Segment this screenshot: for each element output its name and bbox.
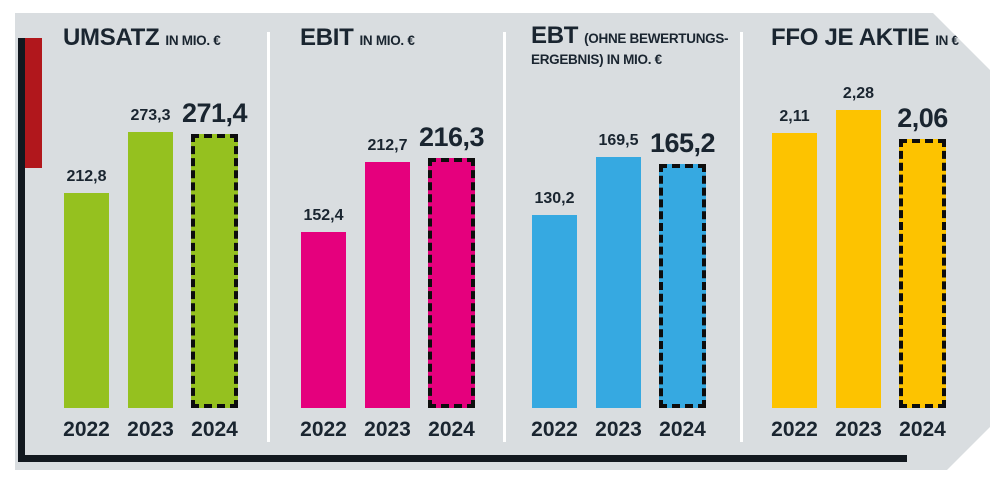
- panel-ebt: EBT (OHNE BEWERTUNGS-ERGEBNIS) IN MIO. € …: [531, 13, 743, 470]
- panel-divider: [740, 32, 743, 442]
- bar-2023: [365, 162, 410, 408]
- year-label: 2023: [364, 418, 411, 441]
- panel-ffo-je-aktie: FFO JE AKTIE IN € 2,11 2022 2,28 2023 2,06 202…: [771, 13, 983, 470]
- bar-chart: 152,4 2022 212,7 2023 216,3 2024: [300, 124, 485, 441]
- bar-2022: [64, 193, 109, 408]
- bar-chart: 2,11 2022 2,28 2023 2,06 2024: [771, 85, 948, 441]
- year-label: 2023: [127, 418, 174, 441]
- panel-divider: [267, 32, 270, 442]
- bar-value-label: 212,7: [367, 137, 408, 154]
- year-label: 2023: [595, 418, 642, 441]
- bar-value-label: 2,06: [897, 103, 948, 133]
- bar-value-label: 130,2: [534, 190, 575, 207]
- year-label: 2022: [531, 418, 578, 441]
- year-label: 2023: [835, 418, 882, 441]
- bar-value-label: 152,4: [303, 207, 344, 224]
- bar-group-2022: 212,8 2022: [63, 168, 110, 441]
- bar-chart: 130,2 2022 169,5 2023 165,2 2024: [531, 130, 716, 441]
- bar-2023: [836, 110, 881, 408]
- x-axis-line: [18, 455, 907, 462]
- panel-divider: [503, 32, 506, 442]
- bar-group-2024: 165,2 2024: [650, 130, 716, 441]
- panel-title: EBT (OHNE BEWERTUNGS-ERGEBNIS) IN MIO. €: [531, 22, 743, 70]
- panel-title-text: EBIT: [300, 24, 354, 51]
- bar-2024-forecast: [659, 164, 706, 408]
- bar-2024-forecast: [428, 158, 475, 408]
- year-label: 2024: [659, 418, 706, 441]
- bar-value-label: 271,4: [181, 98, 248, 128]
- bar-value-label: 2,28: [842, 85, 875, 102]
- bar-group-2024: 271,4 2024: [182, 100, 248, 441]
- bar-2023: [596, 157, 641, 408]
- year-label: 2024: [899, 418, 946, 441]
- bar-value-label: 273,3: [130, 107, 171, 124]
- y-axis-line: [18, 38, 25, 462]
- panel-ebit: EBIT IN MIO. € 152,4 2022 212,7 2023 216,3 202…: [300, 13, 512, 470]
- bar-2022: [772, 133, 817, 408]
- panel-title-unit: (OHNE BEWERTUNGS-ERGEBNIS) IN MIO. €: [531, 31, 729, 67]
- bar-group-2022: 2,11 2022: [771, 108, 818, 441]
- panel-title-text: EBT: [531, 22, 579, 49]
- panel-title-unit: IN MIO. €: [359, 33, 415, 48]
- bar-group-2022: 130,2 2022: [531, 190, 578, 441]
- bar-group-2023: 212,7 2023: [364, 137, 411, 441]
- bar-value-label: 165,2: [649, 128, 716, 158]
- year-label: 2024: [428, 418, 475, 441]
- panel-title: FFO JE AKTIE IN €: [771, 24, 983, 51]
- panel-title-unit: IN €: [935, 33, 959, 48]
- year-label: 2022: [771, 418, 818, 441]
- bar-group-2024: 216,3 2024: [419, 124, 485, 441]
- panel-umsatz: UMSATZ IN MIO. € 212,8 2022 273,3 2023 271,4 2…: [63, 13, 275, 470]
- bar-group-2023: 2,28 2023: [835, 85, 882, 441]
- bar-value-label: 2,11: [779, 108, 810, 125]
- bar-chart: 212,8 2022 273,3 2023 271,4 2024: [63, 100, 248, 441]
- bar-2022: [301, 232, 346, 408]
- bar-value-label: 169,5: [598, 132, 639, 149]
- panel-title-text: FFO JE AKTIE: [771, 24, 930, 51]
- bar-group-2023: 169,5 2023: [595, 132, 642, 441]
- bar-value-label: 212,8: [66, 168, 107, 185]
- bar-2024-forecast: [899, 139, 946, 408]
- year-label: 2022: [63, 418, 110, 441]
- bar-group-2023: 273,3 2023: [127, 107, 174, 441]
- panel-title: UMSATZ IN MIO. €: [63, 24, 275, 51]
- panel-title-unit: IN MIO. €: [165, 33, 221, 48]
- bar-2024-forecast: [191, 134, 238, 408]
- panel-title: EBIT IN MIO. €: [300, 24, 512, 51]
- bar-group-2024: 2,06 2024: [897, 103, 948, 441]
- red-accent-bar: [25, 38, 42, 168]
- panel-title-text: UMSATZ: [63, 24, 160, 51]
- year-label: 2022: [300, 418, 347, 441]
- chart-background: UMSATZ IN MIO. € 212,8 2022 273,3 2023 271,4 2…: [15, 13, 990, 470]
- bar-value-label: 216,3: [418, 122, 485, 152]
- year-label: 2024: [191, 418, 238, 441]
- bar-2023: [128, 132, 173, 408]
- bar-2022: [532, 215, 577, 408]
- bar-group-2022: 152,4 2022: [300, 207, 347, 441]
